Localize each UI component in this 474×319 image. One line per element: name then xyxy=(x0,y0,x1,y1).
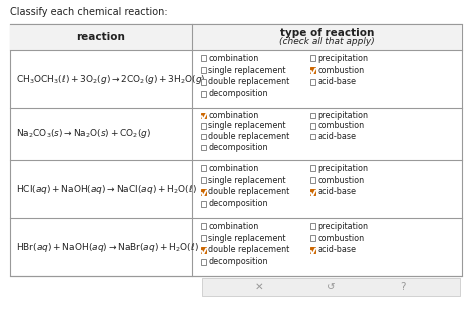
Bar xyxy=(310,223,316,229)
Text: decomposition: decomposition xyxy=(209,143,268,152)
Text: $\mathregular{HBr}(aq) + \mathregular{NaOH}(aq) \rightarrow \mathregular{NaBr}(a: $\mathregular{HBr}(aq) + \mathregular{Na… xyxy=(16,241,199,254)
Bar xyxy=(201,145,207,150)
Text: combustion: combustion xyxy=(318,234,365,242)
Text: decomposition: decomposition xyxy=(209,257,268,266)
Bar xyxy=(201,177,207,183)
Text: $\mathregular{CH_3OCH_3}(\ell) + \mathregular{3O_2}(g) \rightarrow \mathregular{: $\mathregular{CH_3OCH_3}(\ell) + \mathre… xyxy=(16,72,206,85)
Text: combination: combination xyxy=(209,54,259,63)
Bar xyxy=(310,165,316,171)
Bar xyxy=(201,134,207,139)
Text: reaction: reaction xyxy=(77,32,126,42)
Text: acid-base: acid-base xyxy=(318,188,356,197)
Text: $\mathregular{HCl}(aq) + \mathregular{NaOH}(aq) \rightarrow \mathregular{NaCl}(a: $\mathregular{HCl}(aq) + \mathregular{Na… xyxy=(16,182,197,196)
Text: $\mathregular{Na_2CO_3}(s) \rightarrow \mathregular{Na_2O}(s) + \mathregular{CO_: $\mathregular{Na_2CO_3}(s) \rightarrow \… xyxy=(16,128,151,140)
Bar xyxy=(201,247,207,253)
Bar xyxy=(201,223,207,229)
Bar xyxy=(202,278,460,296)
Text: single replacement: single replacement xyxy=(209,65,286,75)
Text: single replacement: single replacement xyxy=(209,122,286,130)
Text: precipitation: precipitation xyxy=(318,222,368,231)
Text: acid-base: acid-base xyxy=(318,78,356,86)
Text: acid-base: acid-base xyxy=(318,132,356,141)
Text: combination: combination xyxy=(209,222,259,231)
Bar xyxy=(310,235,316,241)
Text: double replacement: double replacement xyxy=(209,132,290,141)
Text: (check all that apply): (check all that apply) xyxy=(279,38,375,47)
Text: double replacement: double replacement xyxy=(209,246,290,255)
Bar xyxy=(201,113,207,118)
Bar xyxy=(310,67,316,73)
Bar xyxy=(201,235,207,241)
Text: double replacement: double replacement xyxy=(209,78,290,86)
Bar xyxy=(201,189,207,195)
Text: ↺: ↺ xyxy=(327,282,336,292)
Text: Classify each chemical reaction:: Classify each chemical reaction: xyxy=(10,7,168,17)
Bar xyxy=(201,67,207,73)
Text: combustion: combustion xyxy=(318,65,365,75)
Bar xyxy=(201,123,207,129)
Bar xyxy=(310,247,316,253)
Text: acid-base: acid-base xyxy=(318,246,356,255)
Bar xyxy=(10,24,462,276)
Text: precipitation: precipitation xyxy=(318,164,368,173)
Text: combination: combination xyxy=(209,111,259,120)
Bar xyxy=(201,201,207,207)
Bar xyxy=(310,189,316,195)
Text: ✕: ✕ xyxy=(255,282,263,292)
Text: precipitation: precipitation xyxy=(318,54,368,63)
Bar xyxy=(201,79,207,85)
Text: single replacement: single replacement xyxy=(209,234,286,242)
Bar xyxy=(201,259,207,265)
Bar xyxy=(310,134,316,139)
Text: combustion: combustion xyxy=(318,175,365,185)
Bar xyxy=(201,165,207,171)
Bar xyxy=(201,56,207,61)
Bar xyxy=(310,79,316,85)
Bar xyxy=(310,56,316,61)
Text: single replacement: single replacement xyxy=(209,175,286,185)
Bar xyxy=(310,113,316,118)
Text: decomposition: decomposition xyxy=(209,89,268,99)
Bar xyxy=(310,177,316,183)
Bar xyxy=(10,24,462,50)
Text: precipitation: precipitation xyxy=(318,111,368,120)
Bar xyxy=(201,91,207,97)
Text: combination: combination xyxy=(209,164,259,173)
Text: double replacement: double replacement xyxy=(209,188,290,197)
Bar xyxy=(310,123,316,129)
Text: combustion: combustion xyxy=(318,122,365,130)
Text: ?: ? xyxy=(401,282,406,292)
Text: decomposition: decomposition xyxy=(209,199,268,208)
Text: type of reaction: type of reaction xyxy=(280,28,374,38)
